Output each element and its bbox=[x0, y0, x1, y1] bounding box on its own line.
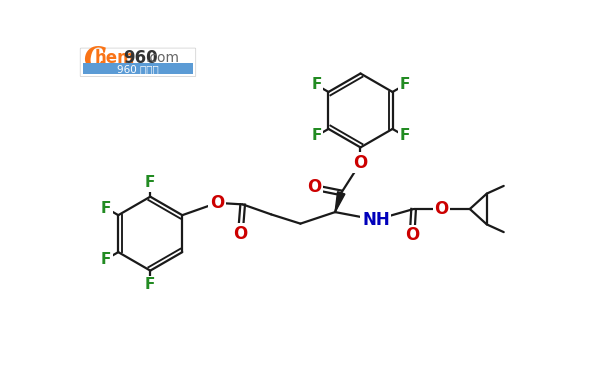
Text: 960: 960 bbox=[123, 49, 158, 67]
FancyBboxPatch shape bbox=[80, 48, 195, 76]
Polygon shape bbox=[335, 192, 345, 212]
Text: C: C bbox=[84, 46, 106, 73]
Text: hem: hem bbox=[95, 49, 136, 67]
Text: 960 化工网: 960 化工网 bbox=[117, 64, 159, 74]
Text: O: O bbox=[405, 226, 419, 244]
Text: .com: .com bbox=[146, 51, 180, 65]
Text: NH: NH bbox=[362, 211, 390, 229]
Text: F: F bbox=[399, 78, 410, 93]
Text: O: O bbox=[234, 225, 247, 243]
Text: O: O bbox=[353, 154, 368, 172]
Text: F: F bbox=[101, 252, 111, 267]
FancyBboxPatch shape bbox=[83, 63, 192, 74]
Text: O: O bbox=[434, 200, 448, 218]
Text: F: F bbox=[311, 78, 321, 93]
Text: F: F bbox=[101, 201, 111, 216]
Text: F: F bbox=[311, 129, 321, 144]
Text: F: F bbox=[145, 175, 155, 190]
Text: F: F bbox=[145, 277, 155, 292]
Text: O: O bbox=[210, 194, 224, 212]
Text: F: F bbox=[399, 129, 410, 144]
Text: O: O bbox=[307, 178, 321, 196]
